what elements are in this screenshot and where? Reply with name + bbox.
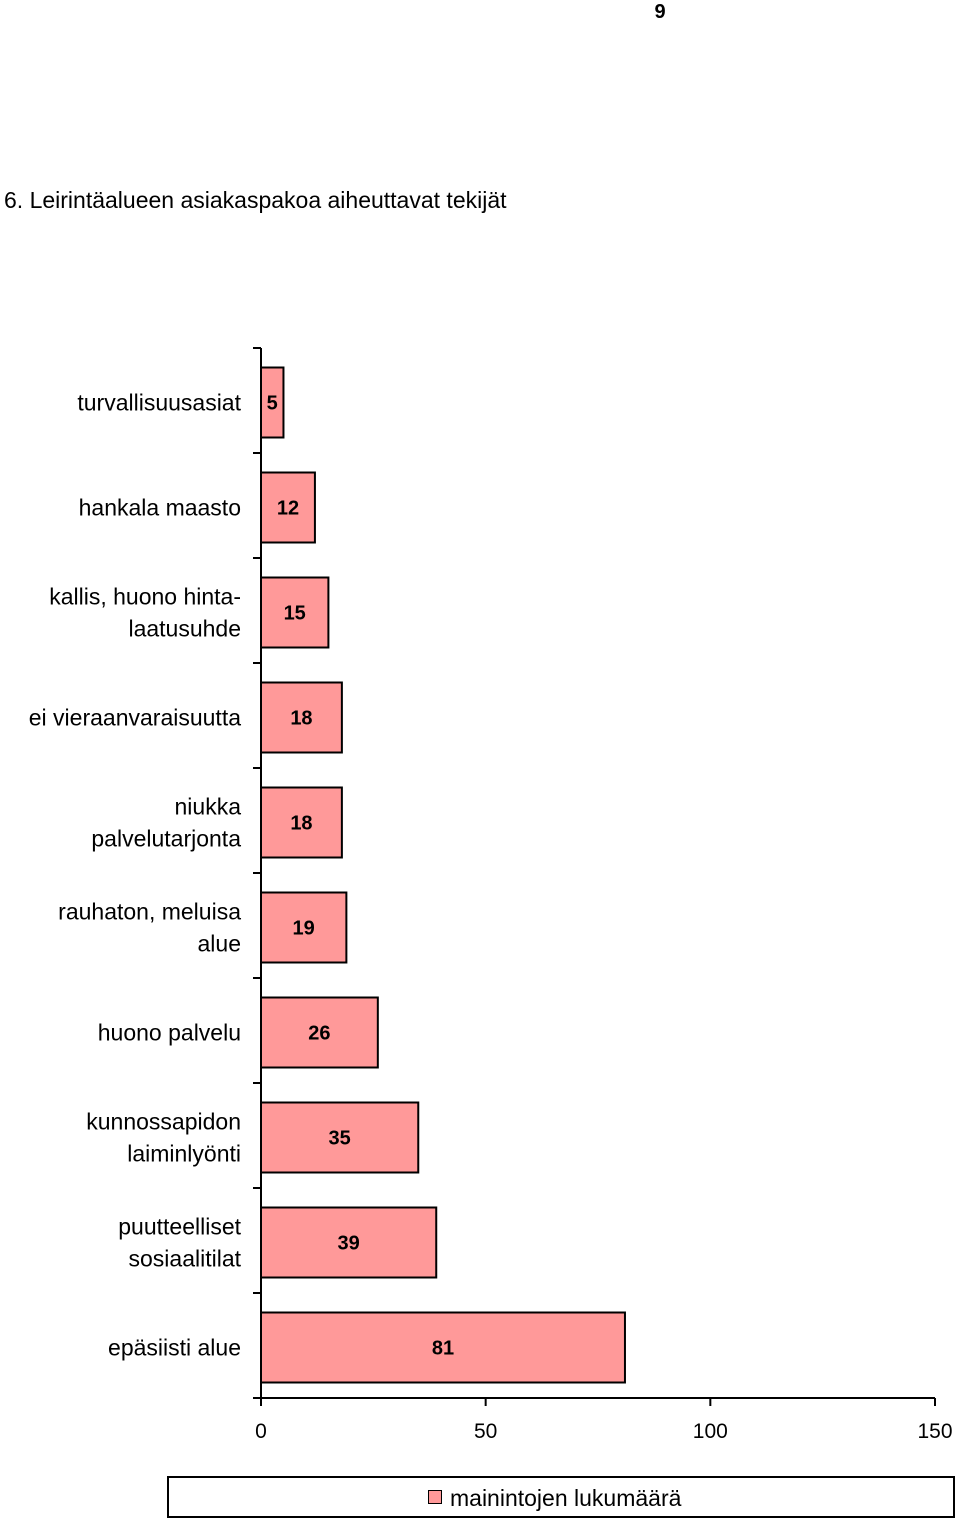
category-label: huono palvelu	[98, 1020, 241, 1046]
category-label: hankala maasto	[79, 495, 241, 521]
bar	[260, 891, 348, 964]
data-label: 18	[290, 708, 312, 730]
category-label: kunnossapidon laiminlyönti	[86, 1109, 241, 1167]
chart-legend: mainintojen lukumäärä	[167, 1476, 955, 1518]
x-tick-label: 0	[255, 1420, 267, 1443]
x-tick-label: 50	[474, 1420, 497, 1443]
data-label: 39	[337, 1233, 359, 1255]
category-label: turvallisuusasiat	[77, 390, 241, 416]
x-tick-label: 100	[693, 1420, 728, 1443]
bar	[260, 1101, 420, 1174]
category-label: epäsiisti alue	[108, 1335, 241, 1361]
legend-swatch	[428, 1490, 442, 1504]
legend-label: mainintojen lukumäärä	[450, 1485, 682, 1511]
data-label: 15	[284, 603, 306, 625]
data-label: 26	[308, 1023, 330, 1045]
page-number: 9	[654, 1, 666, 23]
category-label: kallis, huono hinta-laatusuhde	[49, 584, 241, 642]
bar	[260, 1311, 626, 1384]
bar	[260, 786, 343, 859]
bar-chart: 5 turvallisuusasiat 12 hankala maasto 15 kall…	[29, 347, 953, 1443]
bar	[260, 471, 316, 544]
category-label: rauhaton, meluisa alue	[58, 899, 241, 957]
bar	[260, 1206, 438, 1279]
data-label: 19	[293, 918, 315, 940]
data-label: 81	[432, 1338, 454, 1360]
section-title: 6. Leirintäalueen asiakaspakoa aiheuttav…	[4, 187, 507, 213]
x-tick-label: 150	[917, 1420, 952, 1443]
data-label: 18	[290, 813, 312, 835]
category-label: niukka palvelutarjonta	[91, 794, 241, 852]
data-label: 5	[267, 393, 278, 415]
bar	[260, 996, 379, 1069]
category-label: puutteelliset sosiaalitilat	[118, 1214, 241, 1272]
category-label: ei vieraanvaraisuutta	[29, 705, 241, 731]
data-label: 35	[329, 1128, 351, 1150]
data-label: 12	[277, 498, 299, 520]
